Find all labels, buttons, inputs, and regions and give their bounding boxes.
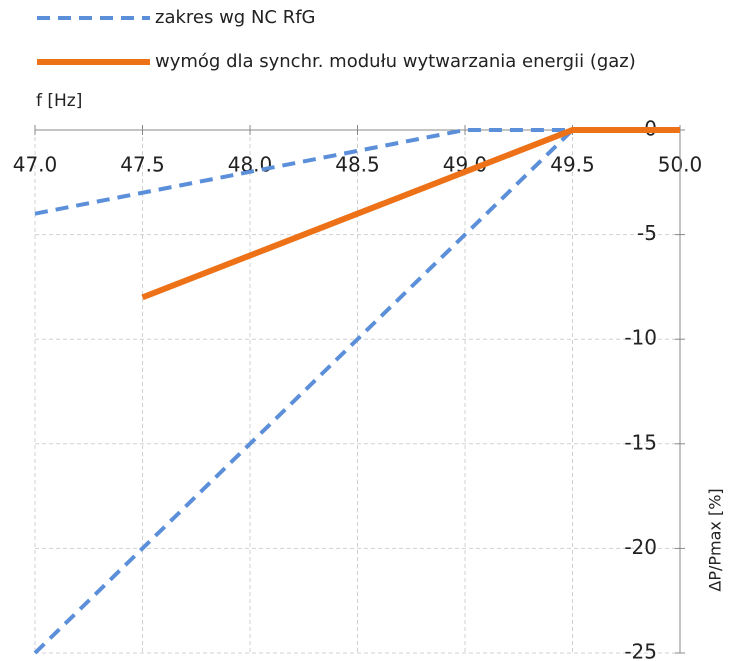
- series-line: [141, 127, 680, 301]
- y-axis-label: ΔP/Pmax [%]: [706, 488, 725, 591]
- x-tick-label: 49.5: [550, 153, 595, 177]
- y-tick-label: -5: [637, 221, 657, 245]
- x-tick-label: 47.0: [13, 153, 58, 177]
- series-line: [33, 128, 574, 655]
- x-axis-label: f [Hz]: [36, 91, 82, 111]
- legend-label: zakres wg NC RfG: [155, 7, 316, 28]
- y-tick-label: -10: [624, 326, 657, 350]
- y-tick-label: -20: [624, 535, 657, 559]
- x-tick-label: 48.5: [335, 153, 380, 177]
- legend-label: wymóg dla synchr. modułu wytwarzania ene…: [155, 51, 636, 72]
- y-tick-label: -15: [624, 430, 657, 454]
- y-tick-label: -25: [624, 640, 657, 661]
- x-tick-label: 47.5: [120, 153, 165, 177]
